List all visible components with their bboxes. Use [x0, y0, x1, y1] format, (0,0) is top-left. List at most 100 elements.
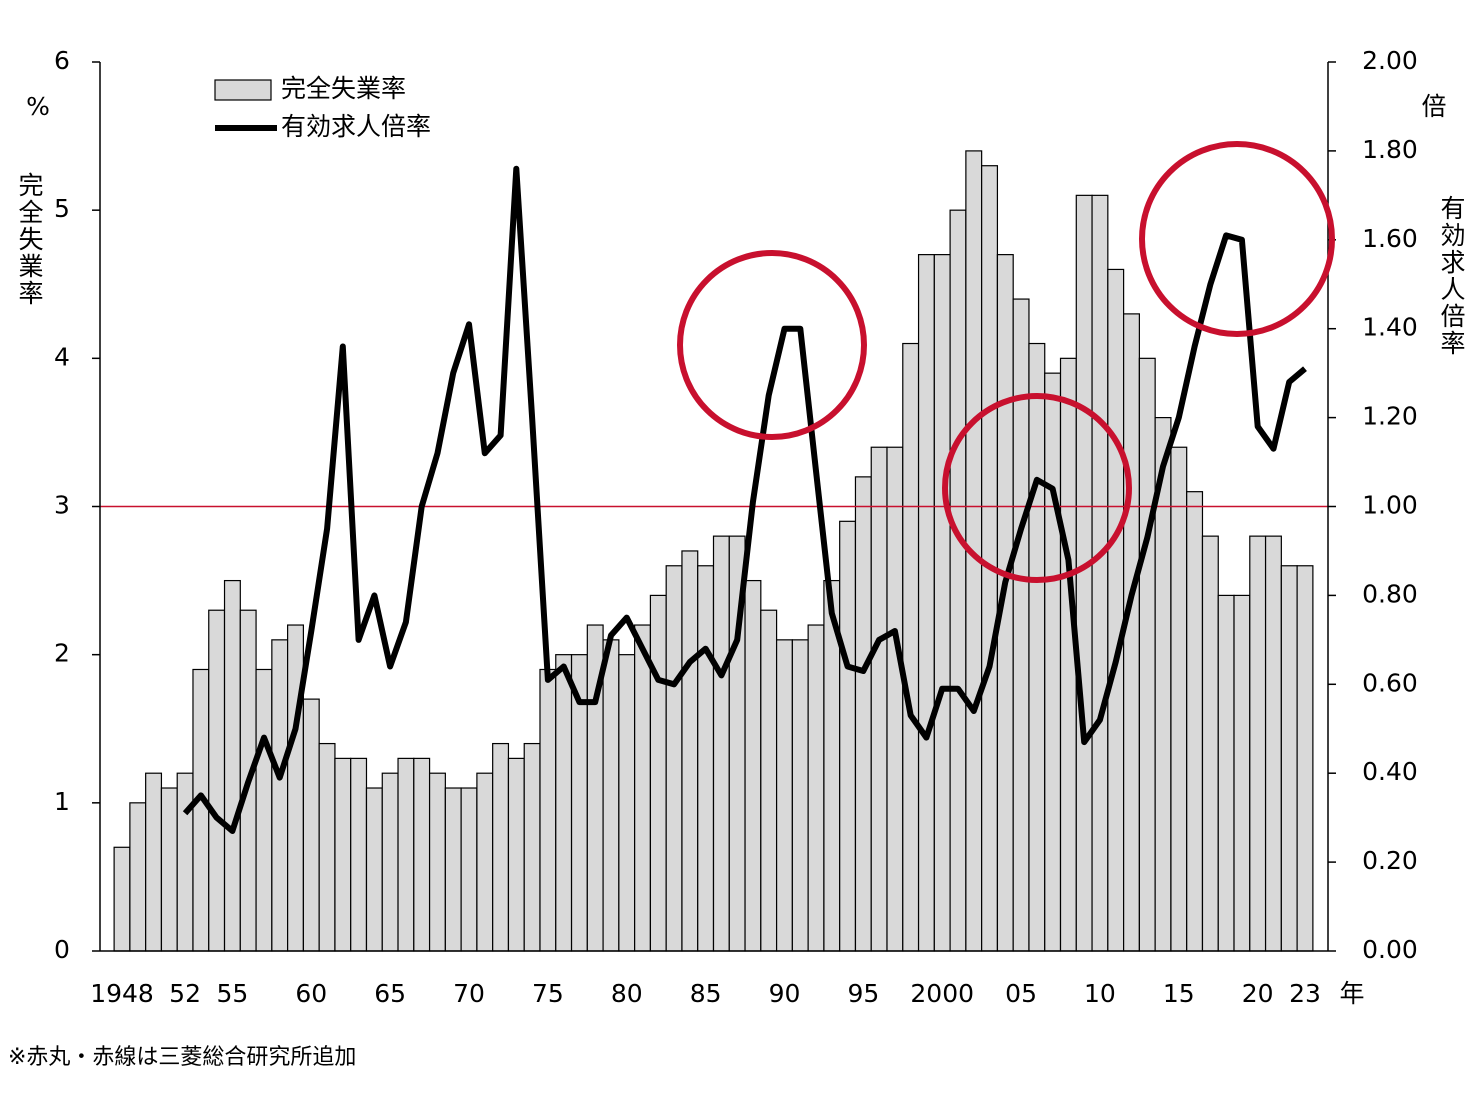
x-tick-label: 90 — [769, 979, 801, 1008]
bar — [523, 742, 541, 952]
bar — [634, 624, 652, 952]
bar — [1217, 594, 1235, 952]
bar — [602, 639, 620, 952]
y-tick-label: 4 — [54, 342, 70, 371]
y2-tick-label: 0.80 — [1362, 579, 1418, 608]
legend-swatch — [214, 79, 272, 101]
y2-tick-label: 1.60 — [1362, 224, 1418, 253]
bar — [681, 550, 699, 952]
y2-tick-label: 1.40 — [1362, 313, 1418, 342]
x-tick-label: 1948 — [90, 979, 154, 1008]
bar — [1186, 491, 1204, 952]
y-tick-label: 5 — [54, 194, 70, 223]
y2-tick-label: 1.80 — [1362, 135, 1418, 164]
x-tick-label: 55 — [217, 979, 249, 1008]
highlight-circle — [942, 393, 1132, 583]
x-tick-label: 65 — [374, 979, 406, 1008]
x-tick-label: 75 — [532, 979, 564, 1008]
x-unit: 年 — [1339, 979, 1364, 1008]
bar — [555, 654, 573, 952]
x-tick-label: 52 — [169, 979, 201, 1008]
x-tick-label: 80 — [611, 979, 643, 1008]
legend-label: 完全失業率 — [281, 74, 406, 103]
y-unit: % — [26, 92, 50, 121]
bar — [145, 772, 163, 952]
bar — [113, 846, 131, 952]
bar — [334, 757, 352, 952]
bar — [791, 639, 809, 952]
bar — [539, 668, 557, 952]
bar — [665, 565, 683, 952]
y-axis-label: 完全失業率 — [15, 172, 44, 307]
y2-tick-label: 1.00 — [1362, 491, 1418, 520]
bar — [302, 698, 320, 952]
bar — [1296, 565, 1314, 952]
bar — [476, 772, 494, 952]
x-tick-label: 95 — [847, 979, 879, 1008]
bar — [365, 787, 383, 952]
bar — [129, 802, 147, 952]
bar — [618, 654, 636, 952]
bar — [902, 342, 920, 952]
highlight-circle — [677, 250, 867, 440]
bar — [807, 624, 825, 952]
x-tick-label: 10 — [1084, 979, 1116, 1008]
bar — [160, 787, 178, 952]
x-tick-label: 20 — [1242, 979, 1274, 1008]
bar — [1091, 194, 1109, 952]
y2-tick-label: 1.20 — [1362, 402, 1418, 431]
highlight-circle — [1139, 141, 1335, 337]
y2-tick-label: 0.20 — [1362, 846, 1418, 875]
bar — [1138, 357, 1156, 952]
bar — [886, 446, 904, 952]
bar — [208, 609, 226, 952]
y2-axis-label: 有効求人倍率 — [1437, 195, 1466, 357]
bar — [744, 579, 762, 952]
y2-tick-label: 0.40 — [1362, 757, 1418, 786]
bar — [1123, 313, 1140, 952]
bar — [287, 624, 304, 952]
bar — [933, 254, 951, 952]
highlights — [677, 141, 1335, 583]
line — [182, 165, 1307, 834]
bar — [697, 565, 715, 952]
x-tick-label: 05 — [1005, 979, 1037, 1008]
x-tick-label: 85 — [690, 979, 722, 1008]
bar — [870, 446, 888, 952]
bar — [507, 757, 525, 952]
bar — [1264, 535, 1282, 952]
plot: 01234560.000.200.400.600.801.001.201.401… — [54, 46, 1418, 1008]
bar — [350, 757, 368, 952]
bar — [917, 254, 935, 952]
legend-label: 有効求人倍率 — [281, 112, 431, 141]
bar — [413, 757, 431, 952]
y-tick-label: 1 — [54, 787, 70, 816]
bar — [271, 639, 289, 952]
bar — [839, 520, 857, 952]
bar — [444, 787, 462, 952]
y2-tick-label: 0.00 — [1362, 935, 1418, 964]
bar — [981, 165, 999, 952]
bar — [949, 209, 967, 952]
x-tick-label: 2000 — [910, 979, 974, 1008]
bar — [1201, 535, 1219, 952]
bar — [397, 757, 415, 952]
y-tick-label: 2 — [54, 639, 70, 668]
bar — [649, 594, 667, 952]
bar — [775, 639, 793, 952]
bar — [223, 579, 241, 952]
y-tick-label: 6 — [54, 46, 70, 75]
x-tick-label: 60 — [295, 979, 327, 1008]
y2-tick-label: 2.00 — [1362, 46, 1418, 75]
y-tick-label: 0 — [54, 935, 70, 964]
bar — [854, 476, 872, 952]
bar — [1107, 268, 1125, 952]
bar — [760, 609, 778, 952]
y2-tick-label: 0.60 — [1362, 668, 1418, 697]
bar — [1028, 342, 1046, 952]
bar — [176, 772, 194, 952]
bar — [1044, 372, 1062, 952]
bar — [1170, 446, 1188, 952]
x-tick-label: 70 — [453, 979, 485, 1008]
